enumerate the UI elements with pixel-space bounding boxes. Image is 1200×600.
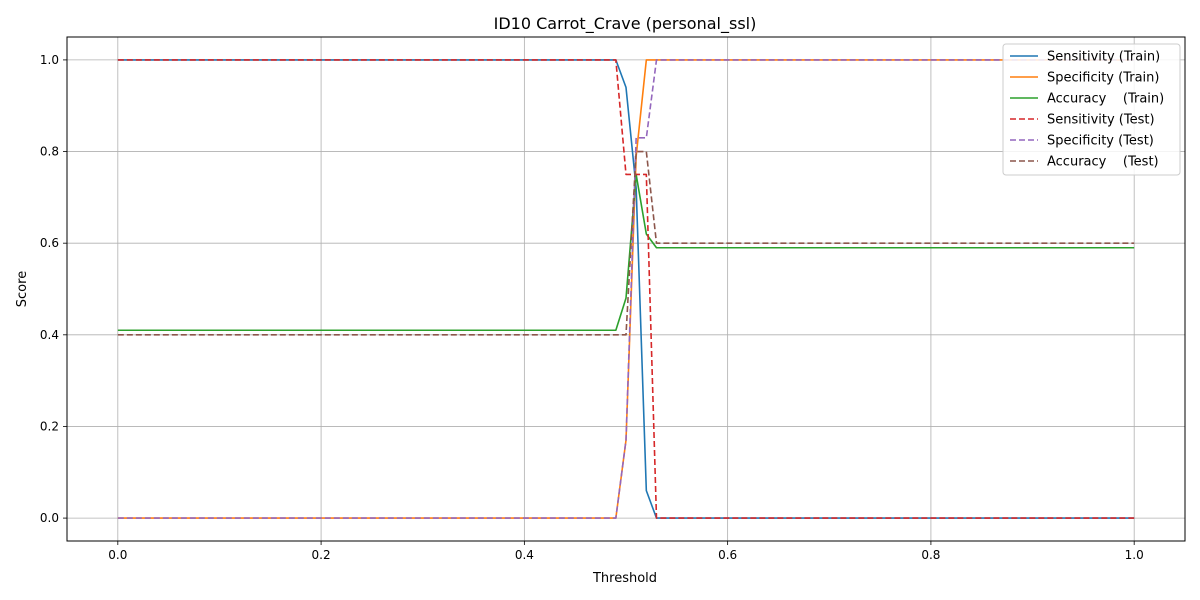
x-tick-label: 0.8 [921,548,940,562]
y-axis-label: Score [15,271,30,307]
legend-label-4: Sensitivity (Test) [1047,113,1155,128]
y-tick-label: 0.6 [40,236,59,250]
y-tick-label: 0.4 [40,328,59,342]
y-tick-label: 0.0 [40,511,59,525]
legend-label-6: Accuracy (Test) [1047,155,1159,170]
y-tick-label: 0.8 [40,145,59,159]
plot-frame [66,36,1186,542]
x-tick-label: 0.2 [312,548,331,562]
plot-series [117,59,1135,519]
series-line-6 [117,150,1135,336]
legend-label-3: Accuracy (Train) [1047,92,1164,107]
legend: Sensitivity (Train) Specificity (Train) Ac… [1002,43,1181,176]
x-tick-label: 0.4 [515,548,534,562]
legend-box [1002,43,1181,176]
y-tick-label: 0.2 [40,419,59,433]
legend-label-5: Specificity (Test) [1047,134,1154,149]
x-tick-label: 0.0 [108,548,127,562]
x-axis-label: Threshold [592,571,657,586]
x-tick-label: 1.0 [1125,548,1144,562]
legend-label-2: Specificity (Train) [1047,71,1159,86]
series-line-5 [117,59,1135,519]
x-tick-label: 0.6 [718,548,737,562]
y-tick-label: 1.0 [40,53,59,67]
series-line-4 [117,59,1135,519]
chart-title: ID10 Carrot_Crave (personal_ssl) [494,14,757,34]
axis-ticks: 0.0 0.2 0.4 0.6 0.8 1.0 0.0 0.2 0.4 0.6 0.8 1.0 [40,53,1144,562]
legend-label-1: Sensitivity (Train) [1047,50,1160,65]
